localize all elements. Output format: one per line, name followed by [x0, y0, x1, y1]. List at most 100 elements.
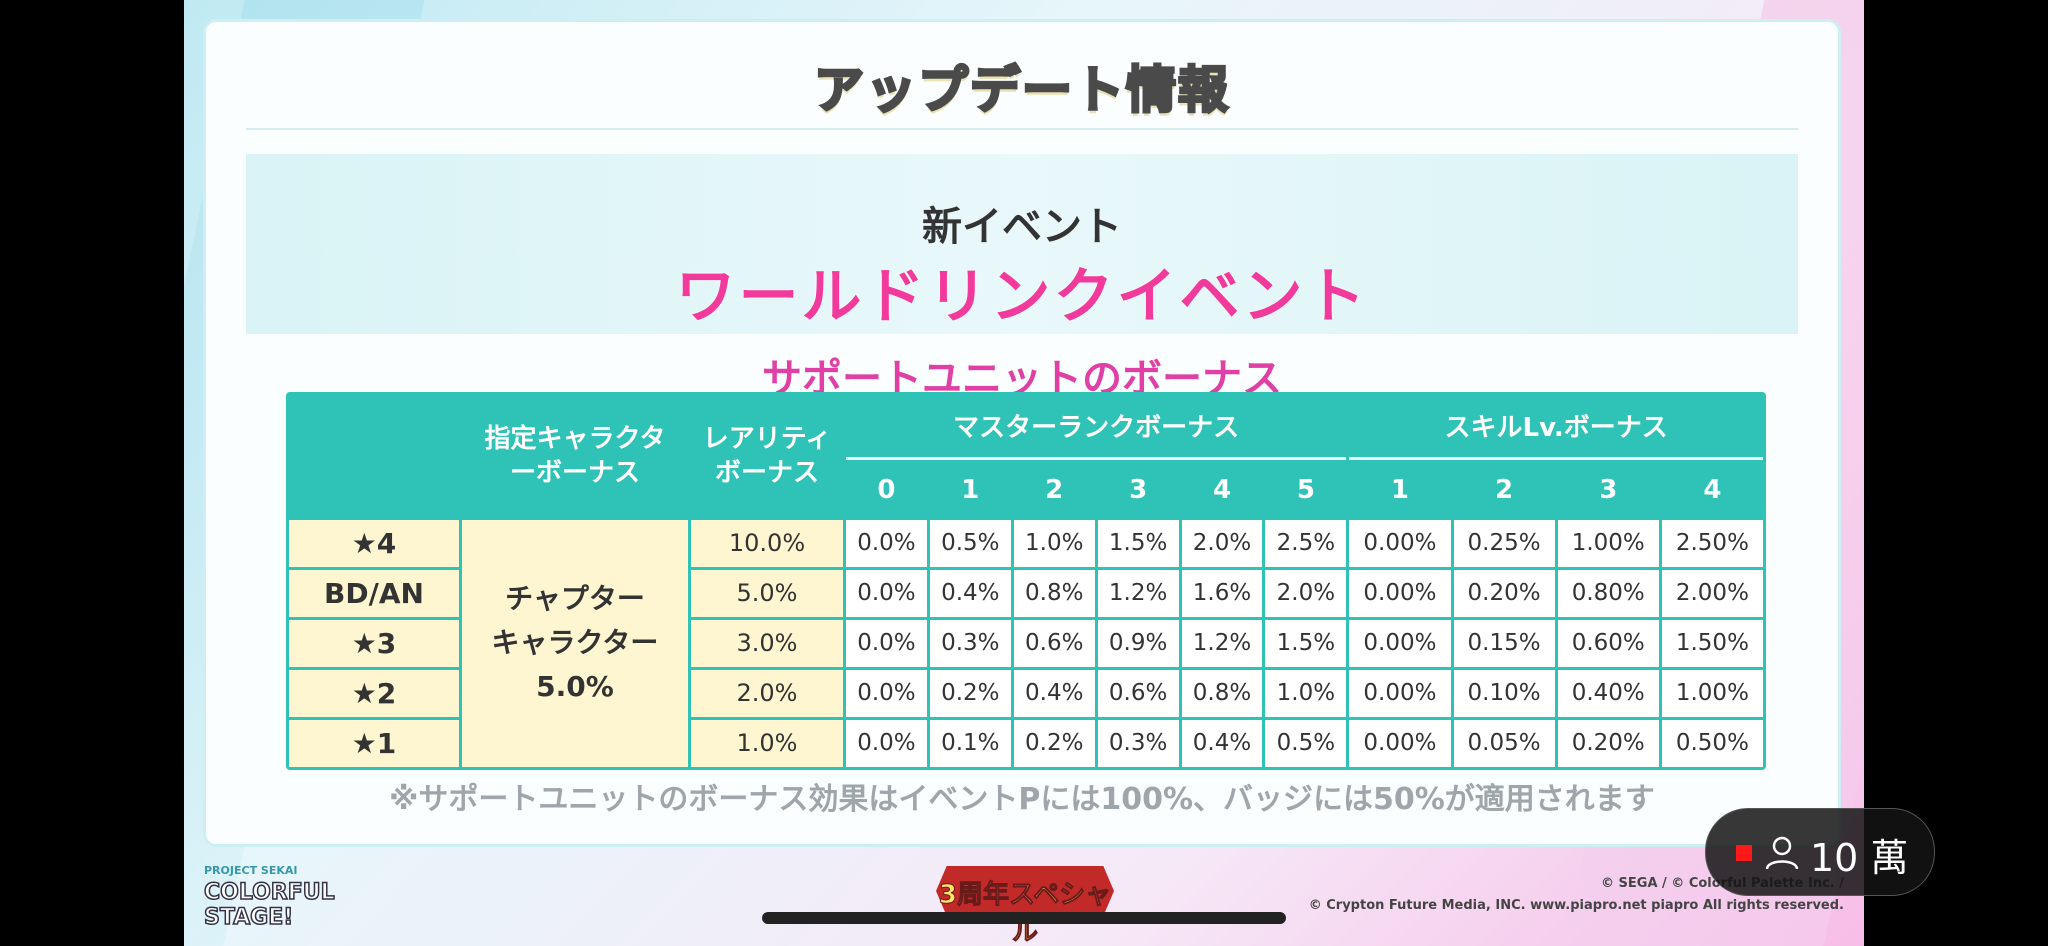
rarity-bonus-value: 3.0%: [691, 619, 843, 667]
row-rarity-label: ★3: [289, 619, 459, 667]
event-banner: 新イベント ワールドリンクイベント: [246, 154, 1798, 334]
header-rarity-bonus: レアリティボーナス: [691, 395, 843, 517]
master-rank-bonus-value: 2.5%: [1265, 519, 1347, 567]
event-subtitle: 新イベント: [922, 204, 1122, 250]
master-rank-bonus-value: 0.5%: [929, 519, 1011, 567]
master-level-header: 4: [1181, 462, 1263, 517]
row-rarity-label: ★1: [289, 719, 459, 767]
skill-level-header: 1: [1349, 462, 1451, 517]
skill-bonus-value: 0.00%: [1349, 719, 1451, 767]
viewer-person-icon: [1765, 836, 1799, 870]
master-rank-bonus-value: 0.0%: [846, 519, 927, 567]
skill-bonus-value: 0.10%: [1453, 669, 1555, 717]
logo-top-text: PROJECT SEKAI: [204, 864, 298, 877]
skill-bonus-value: 0.60%: [1557, 619, 1659, 667]
table-row: BD/AN 5.0% 0.0% 0.4% 0.8% 1.2% 1.6% 2.0% 0.00% 0.…: [289, 569, 1763, 617]
skill-bonus-value: 0.20%: [1557, 719, 1659, 767]
skill-bonus-value: 0.05%: [1453, 719, 1555, 767]
master-rank-bonus-value: 0.4%: [1013, 669, 1095, 717]
header-skill-bonus: スキルLv.ボーナス: [1349, 395, 1763, 460]
header-master-rank-bonus: マスターランクボーナス: [846, 395, 1347, 460]
rarity-bonus-value: 5.0%: [691, 569, 843, 617]
master-rank-bonus-value: 0.1%: [929, 719, 1011, 767]
master-rank-bonus-value: 0.4%: [1181, 719, 1263, 767]
skill-bonus-value: 0.25%: [1453, 519, 1555, 567]
rarity-bonus-value: 1.0%: [691, 719, 843, 767]
header-blank: [289, 395, 459, 517]
master-rank-bonus-value: 1.2%: [1181, 619, 1263, 667]
table-row: ★3 3.0% 0.0% 0.3% 0.6% 0.9% 1.2% 1.5% 0.00% 0.15%…: [289, 619, 1763, 667]
header-character-bonus: 指定キャラクターボーナス: [462, 395, 688, 517]
skill-bonus-value: 0.00%: [1349, 619, 1451, 667]
home-indicator-bar[interactable]: [762, 912, 1286, 924]
master-rank-bonus-value: 0.8%: [1181, 669, 1263, 717]
logo-main-text: COLORFUL STAGE!: [203, 879, 335, 931]
master-rank-bonus-value: 1.0%: [1013, 519, 1095, 567]
header-rarity-bonus-label: レアリティボーナス: [702, 423, 832, 488]
live-indicator-icon: [1736, 845, 1752, 861]
skill-bonus-value: 1.50%: [1661, 619, 1763, 667]
master-level-header: 2: [1013, 462, 1095, 517]
master-rank-bonus-value: 2.0%: [1265, 569, 1347, 617]
master-rank-bonus-value: 2.0%: [1181, 519, 1263, 567]
row-rarity-label: BD/AN: [289, 569, 459, 617]
page-title: アップデート情報: [813, 60, 1230, 121]
master-rank-bonus-value: 1.6%: [1181, 569, 1263, 617]
master-rank-bonus-value: 0.6%: [1097, 669, 1179, 717]
master-rank-bonus-value: 0.2%: [1013, 719, 1095, 767]
skill-level-header: 3: [1557, 462, 1659, 517]
table-row: ★1 1.0% 0.0% 0.1% 0.2% 0.3% 0.4% 0.5% 0.00% 0.05%…: [289, 719, 1763, 767]
update-info-panel: アップデート情報 新イベント ワールドリンクイベント サポートユニットのボーナス…: [206, 22, 1838, 844]
row-rarity-label: ★4: [289, 519, 459, 567]
master-rank-bonus-value: 0.0%: [846, 719, 927, 767]
master-rank-bonus-value: 0.3%: [1097, 719, 1179, 767]
bonus-note: ※サポートユニットのボーナス効果はイベントPには100%、バッジには50%が適用…: [389, 782, 1655, 817]
master-rank-bonus-value: 0.8%: [1013, 569, 1095, 617]
master-rank-bonus-value: 0.4%: [929, 569, 1011, 617]
master-rank-bonus-value: 0.2%: [929, 669, 1011, 717]
master-rank-bonus-value: 0.0%: [846, 669, 927, 717]
row-rarity-label: ★2: [289, 669, 459, 717]
skill-bonus-value: 0.15%: [1453, 619, 1555, 667]
table-row: ★2 2.0% 0.0% 0.2% 0.4% 0.6% 0.8% 1.0% 0.00% 0.10%…: [289, 669, 1763, 717]
badge-background: [936, 866, 1114, 916]
skill-bonus-value: 2.50%: [1661, 519, 1763, 567]
character-bonus-line: チャプター: [505, 582, 645, 616]
table-row: ★4 チャプター キャラクター 5.0% 10.0% 0.0% 0.5% 1.0% 1.5% 2.…: [289, 519, 1763, 767]
viewer-count: 10 萬: [1810, 836, 1909, 880]
event-name: ワールドリンクイベント: [675, 262, 1369, 332]
skill-bonus-value: 0.00%: [1349, 569, 1451, 617]
skill-bonus-value: 0.00%: [1349, 519, 1451, 567]
master-rank-bonus-value: 1.5%: [1265, 619, 1347, 667]
master-level-header: 0: [846, 462, 927, 517]
skill-bonus-value: 0.00%: [1349, 669, 1451, 717]
master-level-header: 1: [929, 462, 1011, 517]
master-rank-bonus-value: 0.0%: [846, 569, 927, 617]
anniversary-badge: 3周年スペシャル: [936, 858, 1114, 946]
colorful-stage-logo: PROJECT SEKAI COLORFUL STAGE!: [203, 860, 364, 931]
header-character-bonus-label: 指定キャラクターボーナス: [484, 423, 666, 488]
master-level-header: 3: [1097, 462, 1179, 517]
master-rank-bonus-value: 0.9%: [1097, 619, 1179, 667]
skill-bonus-value: 0.20%: [1453, 569, 1555, 617]
master-level-header: 5: [1265, 462, 1347, 517]
skill-level-header: 2: [1453, 462, 1555, 517]
master-rank-bonus-value: 0.3%: [929, 619, 1011, 667]
stream-video-frame: アップデート情報 新イベント ワールドリンクイベント サポートユニットのボーナス…: [184, 0, 1864, 946]
skill-bonus-value: 0.50%: [1661, 719, 1763, 767]
skill-bonus-value: 2.00%: [1661, 569, 1763, 617]
skill-bonus-value: 0.80%: [1557, 569, 1659, 617]
title-divider: [246, 128, 1798, 130]
master-rank-bonus-value: 0.0%: [846, 619, 927, 667]
badge-text: 3周年スペシャル: [938, 880, 1112, 946]
master-rank-bonus-value: 0.6%: [1013, 619, 1095, 667]
support-unit-bonus-table: 指定キャラクターボーナス レアリティボーナス マスターランクボーナス スキルLv…: [286, 392, 1766, 770]
character-bonus-line: 5.0%: [536, 670, 614, 704]
master-rank-bonus-value: 1.2%: [1097, 569, 1179, 617]
master-rank-bonus-value: 1.0%: [1265, 669, 1347, 717]
character-bonus-cell: チャプター キャラクター 5.0%: [462, 519, 688, 767]
live-viewer-badge[interactable]: 10 萬: [1705, 808, 1935, 896]
master-rank-bonus-value: 0.5%: [1265, 719, 1347, 767]
copyright-line-2: © Crypton Future Media, INC. www.piapro.…: [1308, 898, 1844, 913]
skill-level-header: 4: [1661, 462, 1763, 517]
